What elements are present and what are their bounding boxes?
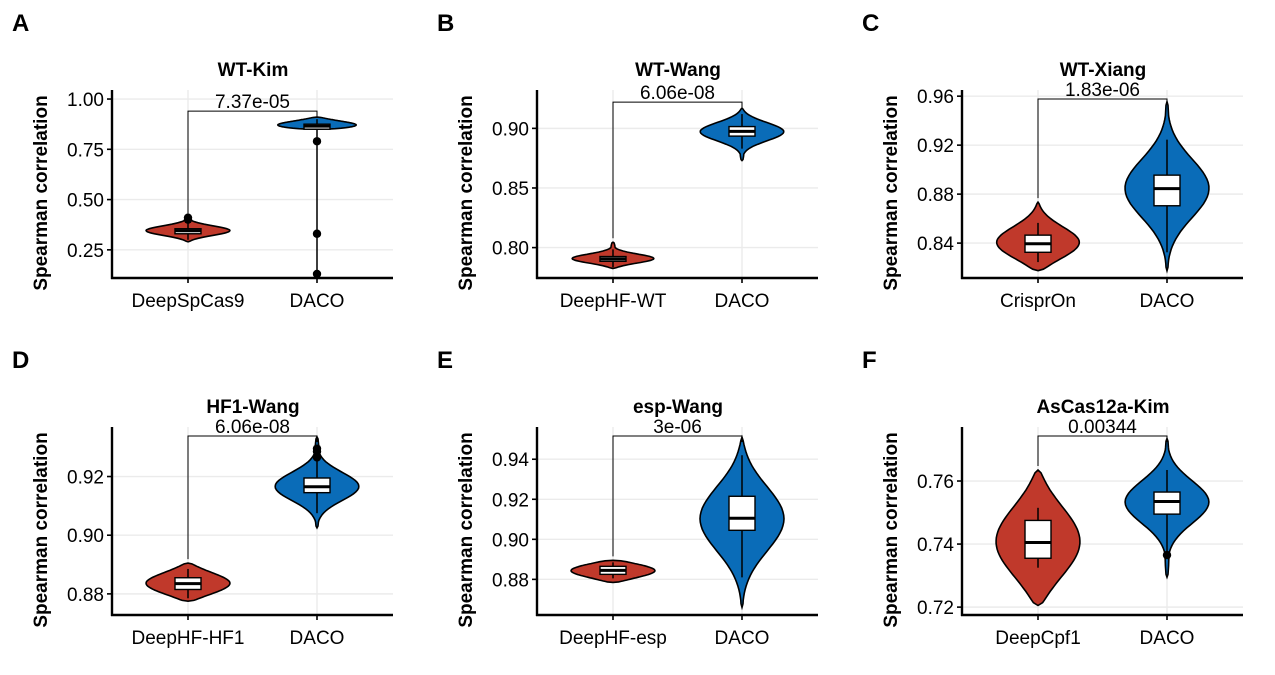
box-iqr <box>1024 519 1052 559</box>
box-iqr <box>1153 174 1181 207</box>
y-tick-label: 0.75 <box>67 140 104 161</box>
p-value-label: 7.37e-05 <box>215 92 290 113</box>
y-tick-label: 0.85 <box>492 179 529 200</box>
y-tick-label: 0.74 <box>917 535 954 556</box>
y-tick-label: 0.96 <box>917 87 954 108</box>
panel-title: AsCas12a-Kim <box>1036 397 1169 418</box>
outlier-point <box>183 213 193 222</box>
p-value-label: 6.06e-08 <box>215 417 290 438</box>
y-axis-label: Spearman correlation <box>456 432 477 627</box>
y-tick-label: 0.94 <box>492 450 529 471</box>
y-axis-label: Spearman correlation <box>881 95 902 290</box>
y-axis-label: Spearman correlation <box>881 432 902 627</box>
panel-title: HF1-Wang <box>206 397 299 418</box>
p-value-label: 6.06e-08 <box>640 83 715 104</box>
y-tick-label: 0.25 <box>67 241 104 262</box>
y-tick-label: 0.92 <box>917 136 954 157</box>
panel-letter: B <box>437 10 454 37</box>
significance-bracket <box>187 435 318 560</box>
panel-title: WT-Xiang <box>1060 60 1147 81</box>
y-tick-label: 0.90 <box>67 526 104 547</box>
p-value-label: 1.83e-06 <box>1065 80 1140 101</box>
panel-letter: D <box>12 347 29 374</box>
y-tick-label: 0.72 <box>917 598 954 619</box>
x-category-label: DeepHF-HF1 <box>132 628 245 649</box>
x-category-label: DACO <box>715 291 770 312</box>
y-axis-label: Spearman correlation <box>31 95 52 290</box>
panel-title: WT-Wang <box>635 60 721 81</box>
box-iqr <box>1153 491 1181 515</box>
y-tick-label: 0.92 <box>67 468 104 489</box>
x-category-label: CrisprOn <box>1000 291 1076 312</box>
panel-letter: C <box>862 10 879 37</box>
panel-title: WT-Kim <box>218 60 289 81</box>
panel-letter: F <box>862 347 877 374</box>
panel-C: C WT-Xiang Spearman correlation 0.84 0.88 0.9… <box>862 10 1243 312</box>
panel-F: F AsCas12a-Kim Spearman correlation 0.72 0.7… <box>862 347 1243 649</box>
outlier-point <box>1162 550 1172 560</box>
y-axis-label: Spearman correlation <box>31 432 52 627</box>
x-category-label: DeepCpf1 <box>995 628 1081 649</box>
x-category-label: DACO <box>1140 291 1195 312</box>
outlier-point <box>312 444 322 453</box>
y-tick-label: 0.90 <box>492 530 529 551</box>
p-value-label: 3e-06 <box>653 417 702 438</box>
y-tick-label: 0.88 <box>67 585 104 606</box>
significance-bracket <box>612 101 743 239</box>
x-category-label: DACO <box>715 628 770 649</box>
significance-bracket <box>612 435 743 557</box>
y-axis-label: Spearman correlation <box>456 95 477 290</box>
x-category-label: DeepHF-WT <box>560 291 667 312</box>
x-category-label: DeepHF-esp <box>559 628 667 649</box>
x-category-label: DeepSpCas9 <box>131 291 244 312</box>
y-tick-label: 0.88 <box>492 570 529 591</box>
panel-letter: A <box>12 10 29 37</box>
y-tick-label: 0.92 <box>492 490 529 511</box>
x-category-label: DACO <box>290 291 345 312</box>
panel-A: A WT-Kim Spearman correlation 0.25 0.50 0.75 1… <box>12 10 393 312</box>
y-tick-label: 0.80 <box>492 239 529 260</box>
significance-bracket <box>187 110 318 214</box>
outlier-point <box>312 453 322 462</box>
y-tick-label: 1.00 <box>67 90 104 111</box>
outlier-point <box>312 137 322 146</box>
panel-B: B WT-Wang Spearman correlation 0.80 0.85 0.90… <box>437 10 818 312</box>
y-tick-label: 0.76 <box>917 472 954 493</box>
significance-bracket <box>1037 435 1168 466</box>
y-tick-label: 0.50 <box>67 191 104 212</box>
y-tick-label: 0.84 <box>917 234 954 255</box>
box-iqr <box>728 495 756 532</box>
y-tick-label: 0.88 <box>917 185 954 206</box>
outlier-point <box>312 229 322 238</box>
y-tick-label: 0.90 <box>492 119 529 140</box>
panel-title: esp-Wang <box>633 397 723 418</box>
outlier-point <box>312 269 322 279</box>
x-category-label: DACO <box>1140 628 1195 649</box>
p-value-label: 0.00344 <box>1068 417 1137 438</box>
panel-D: D HF1-Wang Spearman correlation 0.88 0.90 0.9… <box>12 347 393 649</box>
x-category-label: DACO <box>290 628 345 649</box>
significance-bracket <box>1037 98 1168 199</box>
panel-letter: E <box>437 347 453 374</box>
